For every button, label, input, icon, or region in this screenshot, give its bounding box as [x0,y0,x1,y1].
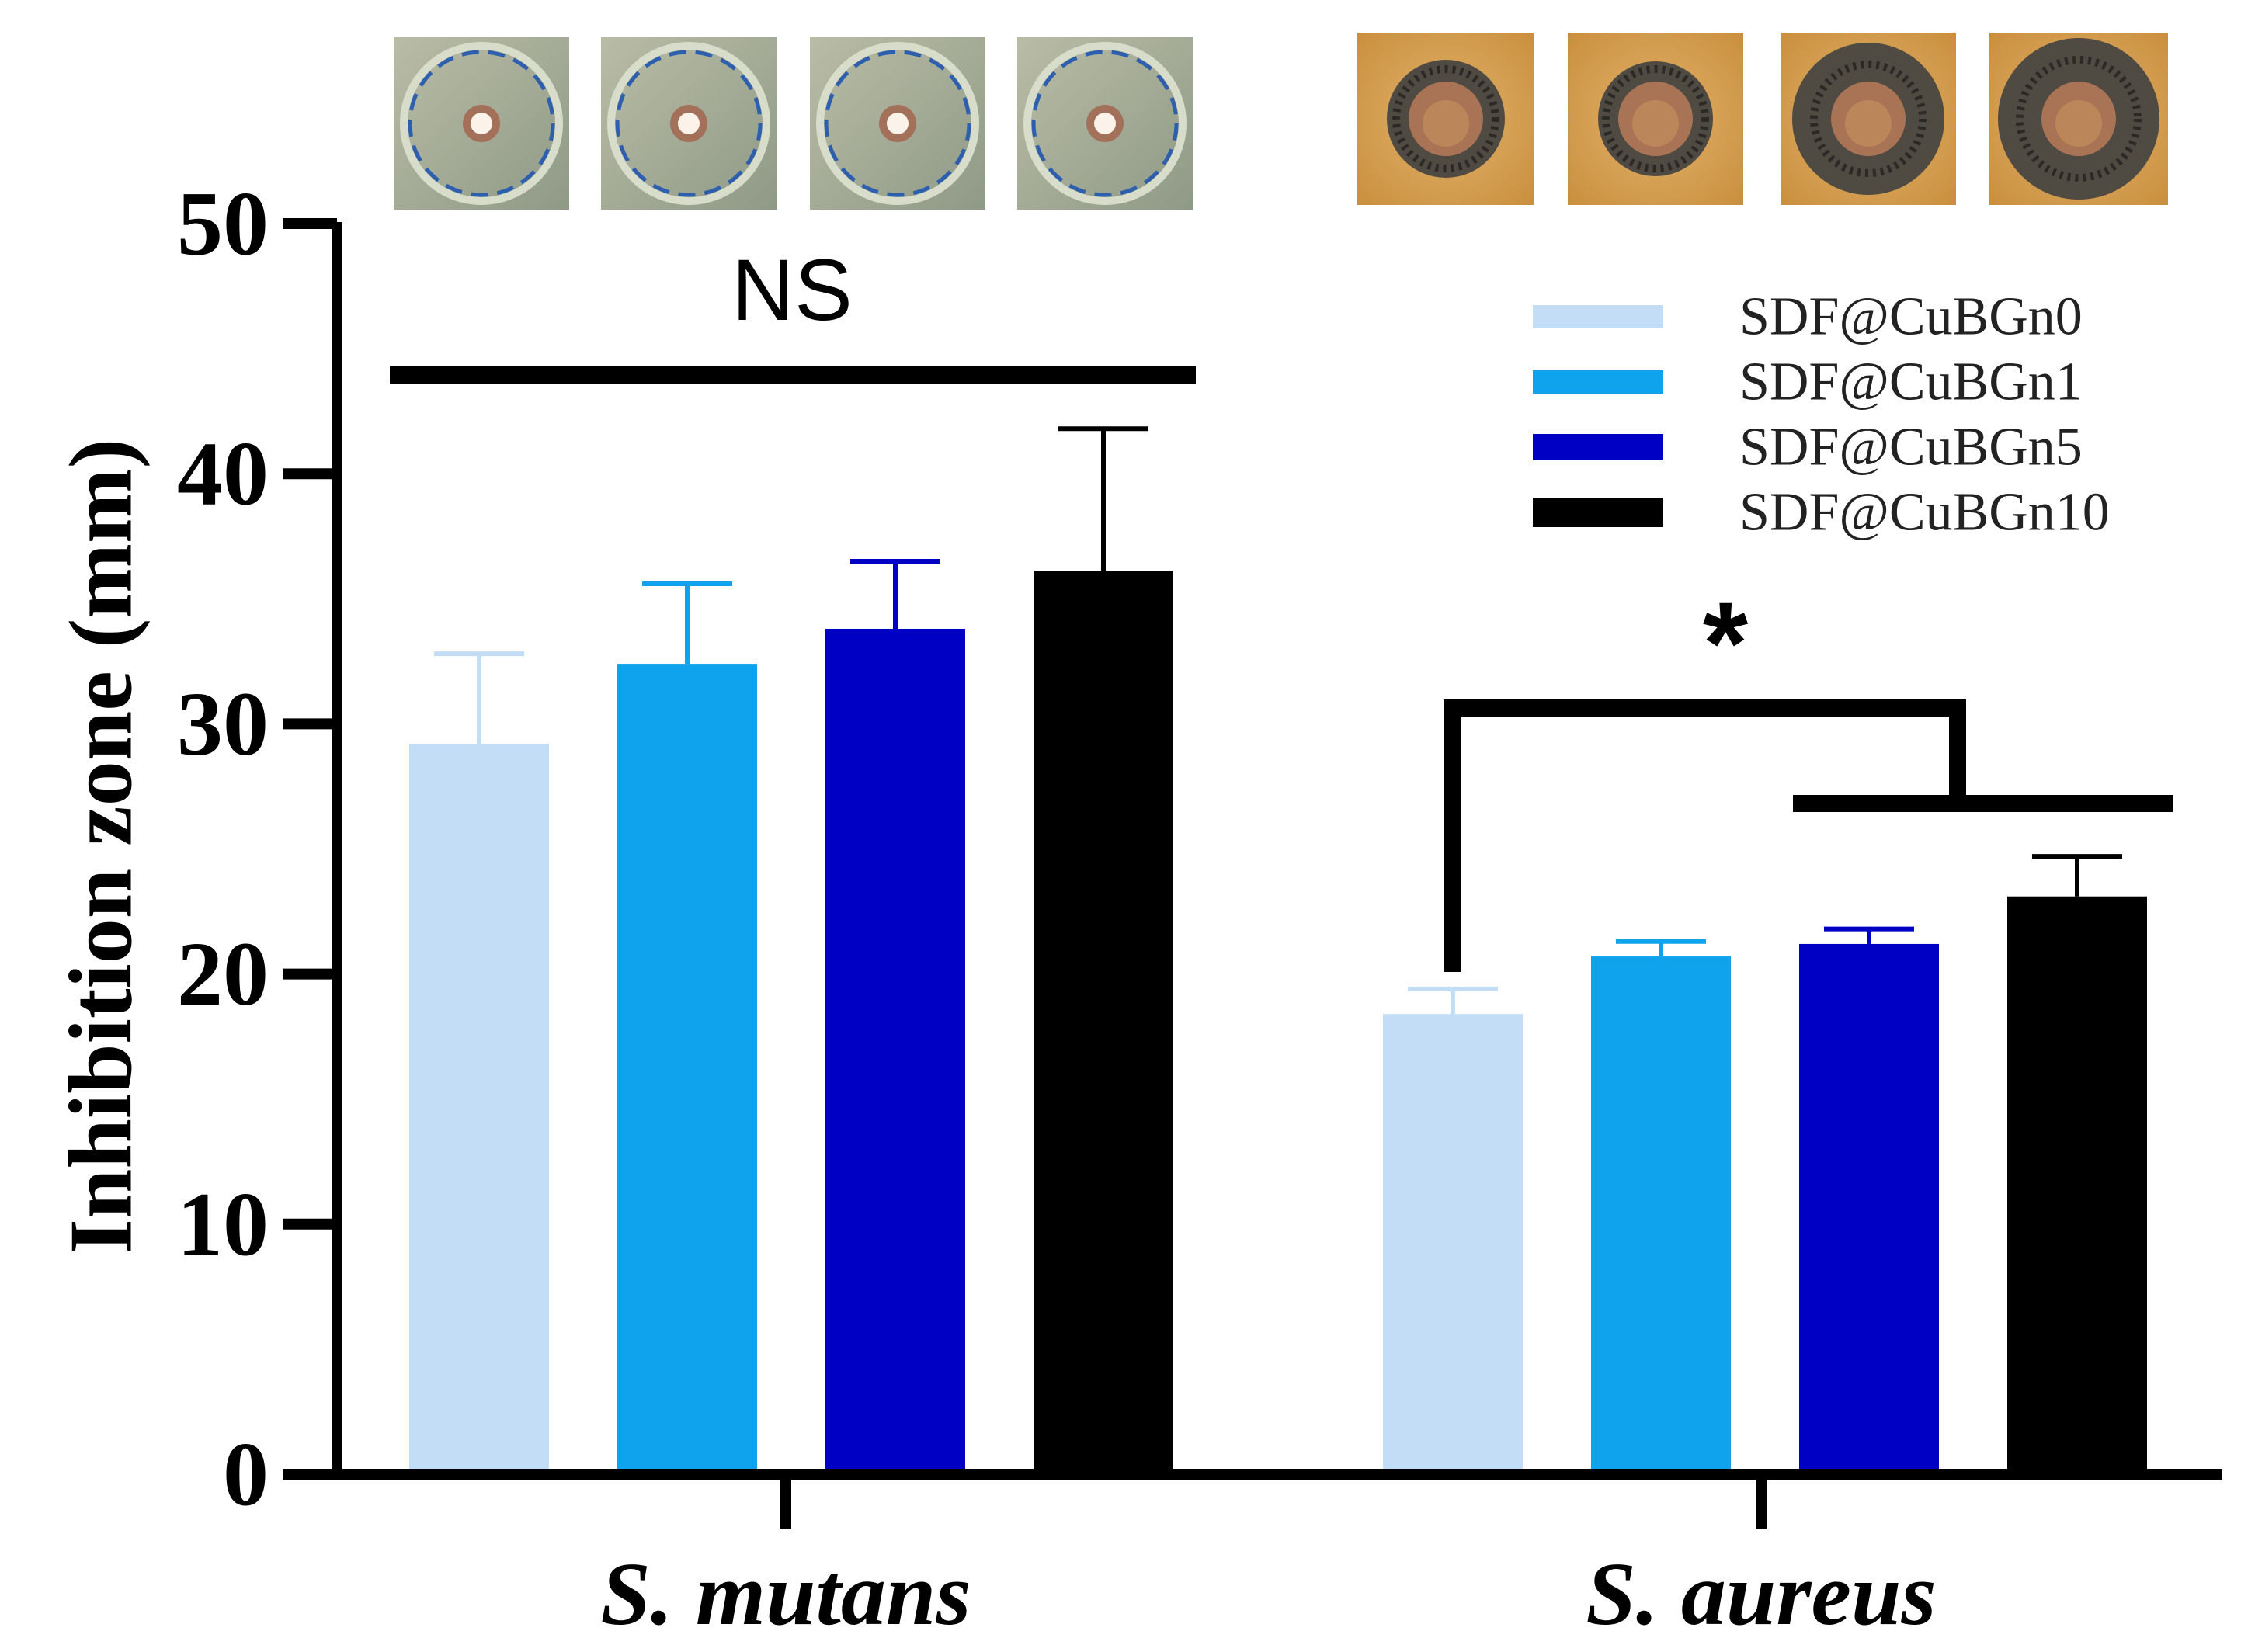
agar-plate-icon [810,37,985,210]
legend-label: SDF@CuBGn0 [1739,287,2083,347]
bar [1799,943,1939,1469]
axes [332,222,2222,1480]
x-ticks: S. mutans S. aureus [600,1474,1937,1644]
ns-label: NS [731,241,853,338]
agar-plate-icon [1989,33,2168,205]
y-tick-label: 0 [223,1424,269,1525]
bar [1034,571,1173,1470]
bars [409,571,2147,1470]
y-tick-label: 40 [177,423,269,525]
y-ticks: 0 10 20 30 40 50 [177,173,337,1525]
error-bars [434,426,2122,1015]
y-tick-label: 10 [177,1173,269,1275]
legend-swatch [1533,434,1663,460]
bar [825,628,965,1469]
legend-label: SDF@CuBGn5 [1739,418,2083,477]
agar-plate-icon [1568,33,1743,205]
s-aureus-plate-photos [1357,33,2168,205]
bar [617,664,757,1469]
agar-plate-icon [394,37,569,210]
significance-annotations: NS * [390,241,2173,972]
legend-swatch [1533,498,1663,527]
bar [1591,956,1731,1469]
agar-plate-icon [601,37,777,210]
y-tick-label: 30 [177,673,269,775]
agar-plate-icon [1017,37,1193,210]
y-tick-label: 20 [177,923,269,1025]
legend-swatch [1533,370,1663,394]
x-category-label: S. aureus [1586,1545,1936,1644]
agar-plate-icon [1357,33,1534,205]
legend-label: SDF@CuBGn1 [1739,352,2083,412]
y-tick-label: 50 [177,173,269,275]
s-mutans-plate-photos [394,37,1193,210]
star-label: * [1703,578,1749,708]
x-category-label: S. mutans [600,1545,971,1644]
y-axis-label: Inhibition zone (mm) [52,439,151,1255]
legend-swatch [1533,305,1663,328]
agar-plate-icon [1781,33,1956,205]
bar [2007,896,2147,1469]
bar [1383,1014,1523,1469]
bar [409,744,549,1469]
star-bracket [1444,699,1966,972]
legend-label: SDF@CuBGn10 [1739,483,2110,543]
